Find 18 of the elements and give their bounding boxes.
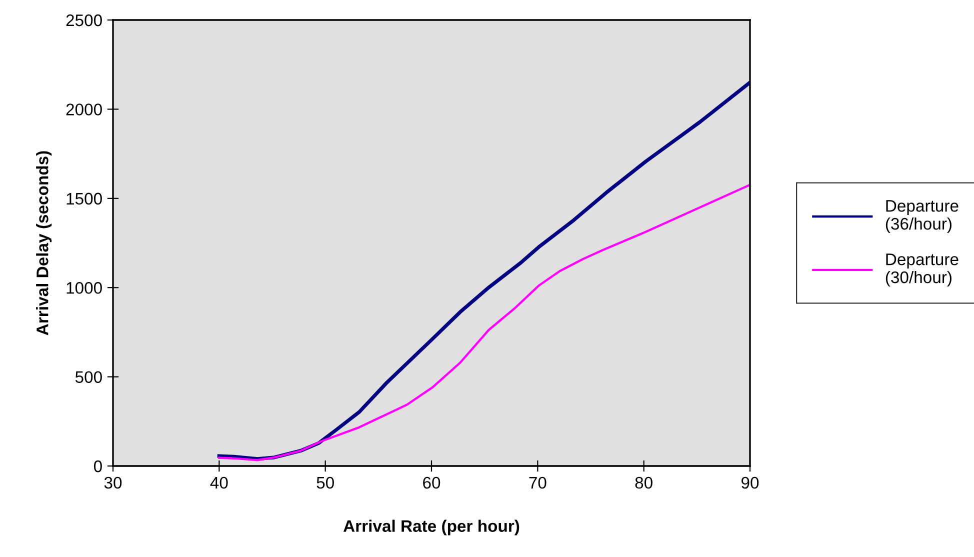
x-tick-label: 40 — [210, 476, 228, 489]
y-tick-label: 2000 — [66, 104, 102, 116]
legend-label: Departure (36/hour) — [886, 200, 958, 233]
y-tick-label: 1000 — [66, 282, 102, 294]
legend-label: Departure (30/hour) — [886, 254, 958, 286]
y-tick-label: 2500 — [66, 14, 102, 26]
y-tick-label: 0 — [94, 460, 102, 472]
x-tick-label: 80 — [635, 476, 652, 489]
y-tick-label: 500 — [75, 371, 102, 384]
y-axis-title: Arrival Delay (seconds) — [36, 151, 52, 336]
line-series — [218, 184, 750, 462]
x-axis-title: Arrival Rate (per hour) — [343, 520, 520, 536]
x-tick-label: 90 — [742, 476, 759, 489]
x-tick-label: 50 — [316, 476, 334, 489]
x-tick-label: 30 — [104, 476, 122, 489]
x-tick-label: 60 — [423, 476, 440, 489]
y-tick-label: 1500 — [66, 192, 102, 205]
x-tick-label: 70 — [529, 476, 546, 489]
